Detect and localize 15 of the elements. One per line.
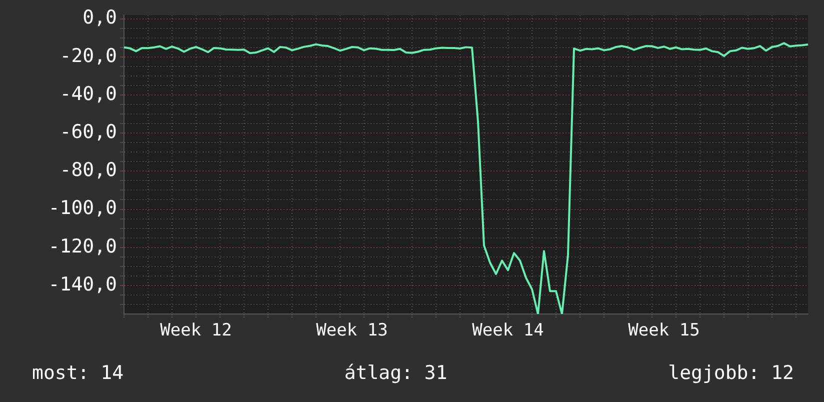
text: most: 14: [32, 362, 124, 384]
y-tick-label: -80,0: [60, 159, 117, 182]
y-tick-label: -100,0: [48, 197, 117, 220]
y-tick-label: -140,0: [48, 273, 117, 296]
y-tick-label: -60,0: [60, 121, 117, 144]
x-tick-label: Week 15: [628, 320, 700, 341]
y-tick-label: -20,0: [60, 44, 117, 67]
x-tick-label: Week 12: [160, 320, 232, 341]
y-tick-label: -40,0: [60, 82, 117, 105]
x-tick-label: Week 14: [472, 320, 544, 341]
text: legjobb: 12: [668, 362, 794, 384]
x-tick-label: Week 13: [316, 320, 388, 341]
y-tick-label: 0,0: [82, 6, 117, 29]
y-tick-label: -120,0: [48, 235, 117, 258]
text: átlag: 31: [344, 362, 448, 384]
